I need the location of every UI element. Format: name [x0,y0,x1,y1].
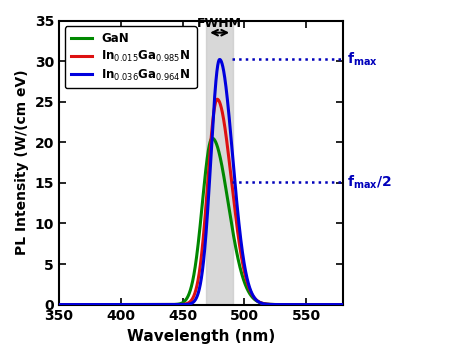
Y-axis label: PL Intensity (W/(cm eV): PL Intensity (W/(cm eV) [15,70,29,255]
Text: FWHM: FWHM [197,17,242,30]
Legend: GaN, In$_{0.015}$Ga$_{0.985}$N, In$_{0.036}$Ga$_{0.964}$N: GaN, In$_{0.015}$Ga$_{0.985}$N, In$_{0.0… [65,27,197,88]
Text: $\mathbf{f_{max}/2}$: $\mathbf{f_{max}/2}$ [347,173,392,191]
X-axis label: Wavelength (nm): Wavelength (nm) [127,329,275,344]
Bar [206,20,233,304]
Text: $\mathbf{f_{max}}$: $\mathbf{f_{max}}$ [347,51,378,68]
